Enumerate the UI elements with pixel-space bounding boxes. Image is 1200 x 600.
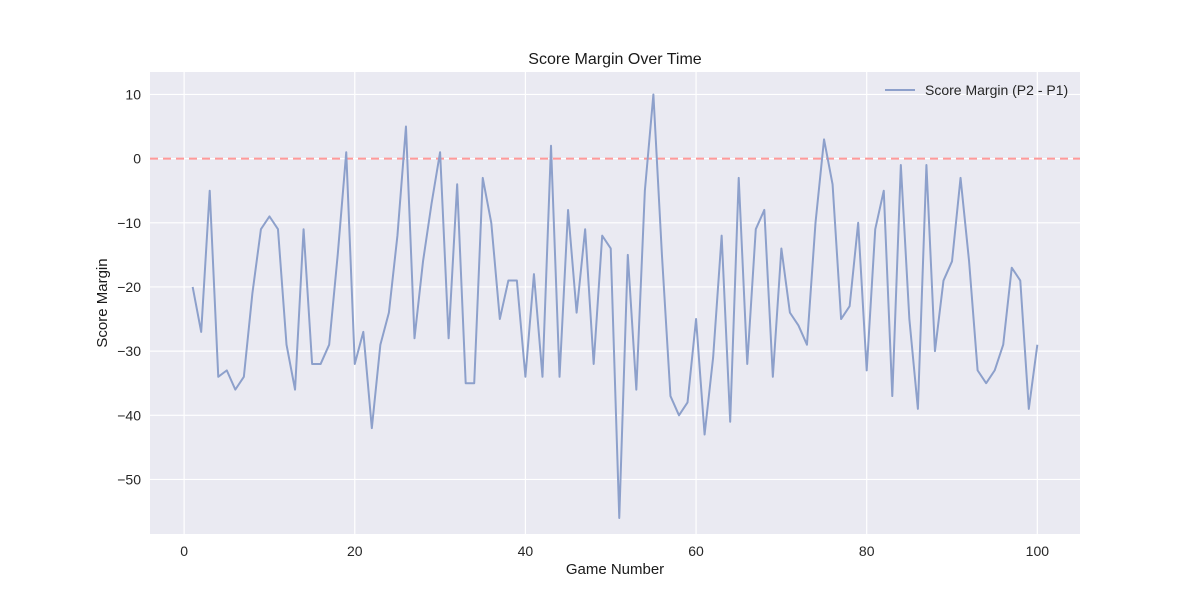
y-tick-labels: 10 0 −10 −20 −30 −40 −50: [117, 86, 141, 487]
legend-label: Score Margin (P2 - P1): [925, 82, 1068, 98]
x-tick-labels: 0 20 40 60 80 100: [180, 543, 1049, 559]
plot-area: [150, 72, 1080, 534]
x-tick-label: 80: [859, 543, 875, 559]
score-margin-series-line: [191, 93, 1039, 519]
chart-title: Score Margin Over Time: [528, 51, 701, 68]
x-tick-label: 40: [518, 543, 534, 559]
y-tick-label: −50: [117, 471, 141, 487]
y-tick-label: −20: [117, 279, 141, 295]
y-tick-label: 10: [125, 86, 141, 102]
grid-lines: [150, 72, 1080, 534]
y-tick-label: −40: [117, 407, 141, 423]
x-axis-label: Game Number: [566, 561, 664, 578]
y-tick-label: −10: [117, 215, 141, 231]
legend: Score Margin (P2 - P1): [885, 82, 1068, 98]
x-tick-label: 100: [1026, 543, 1050, 559]
y-axis-label: Score Margin: [94, 258, 111, 347]
y-tick-label: 0: [133, 151, 141, 167]
series-layer: [191, 93, 1039, 519]
x-tick-label: 0: [180, 543, 188, 559]
x-tick-label: 20: [347, 543, 363, 559]
y-tick-label: −30: [117, 343, 141, 359]
x-tick-label: 60: [688, 543, 704, 559]
